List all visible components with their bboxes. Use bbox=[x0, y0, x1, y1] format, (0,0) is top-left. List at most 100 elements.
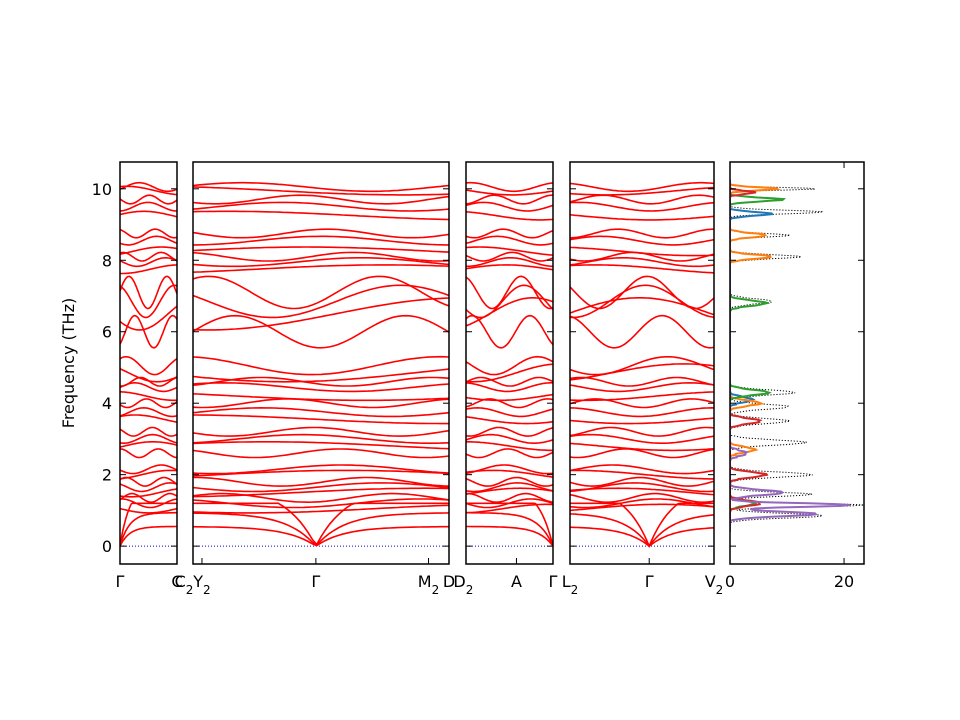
high-symmetry-label: Γ bbox=[549, 572, 558, 591]
band-line bbox=[570, 214, 714, 221]
acoustic-branch bbox=[466, 502, 553, 547]
band-line bbox=[466, 503, 553, 514]
band-line bbox=[120, 448, 177, 459]
band-line bbox=[570, 194, 714, 205]
band-line bbox=[193, 482, 449, 493]
band-line bbox=[466, 376, 553, 387]
band-line bbox=[193, 398, 449, 409]
y-tick-label: 0 bbox=[102, 537, 112, 556]
band-line bbox=[570, 464, 714, 475]
band-line bbox=[120, 507, 177, 514]
band-line bbox=[570, 284, 714, 319]
band-line bbox=[466, 246, 553, 256]
acoustic-branch bbox=[570, 513, 714, 548]
band-line bbox=[120, 433, 177, 444]
band-line bbox=[193, 476, 449, 487]
band-line bbox=[466, 355, 553, 376]
band-line bbox=[120, 469, 177, 480]
acoustic-branch bbox=[193, 512, 449, 547]
high-symmetry-label: D bbox=[443, 572, 455, 591]
band-line bbox=[466, 181, 553, 193]
acoustic-branch bbox=[570, 526, 714, 548]
band-line bbox=[193, 414, 449, 425]
band-line bbox=[570, 264, 714, 274]
band-line bbox=[570, 356, 714, 376]
band-line bbox=[466, 464, 553, 475]
band-line bbox=[120, 305, 177, 331]
band-line bbox=[466, 211, 553, 221]
band-line bbox=[120, 441, 177, 448]
dos-projected-curve bbox=[730, 179, 769, 532]
band-line bbox=[570, 406, 714, 418]
band-line bbox=[570, 228, 714, 239]
band-line bbox=[466, 416, 553, 425]
band-line bbox=[193, 355, 449, 376]
band-line bbox=[466, 426, 553, 437]
band-line bbox=[193, 504, 449, 514]
band-line bbox=[570, 201, 714, 212]
band-line bbox=[193, 492, 449, 504]
band-line bbox=[466, 476, 553, 487]
band-line bbox=[193, 498, 449, 509]
y-tick-label: 6 bbox=[102, 323, 112, 342]
high-symmetry-label: A bbox=[511, 572, 522, 591]
band-line bbox=[120, 476, 177, 487]
y-tick-label: 10 bbox=[92, 180, 112, 199]
panel-frame bbox=[569, 161, 715, 565]
band-line bbox=[193, 251, 449, 262]
band-line bbox=[570, 476, 714, 487]
panel-frame bbox=[192, 161, 450, 565]
band-line bbox=[466, 492, 553, 504]
band-panel-2: C2 Y2 Γ M2 D bbox=[175, 161, 455, 597]
band-line bbox=[570, 246, 714, 257]
band-line bbox=[193, 441, 449, 450]
band-line bbox=[120, 210, 177, 218]
band-line bbox=[570, 363, 714, 381]
band-line bbox=[193, 181, 449, 193]
band-curves-3 bbox=[466, 181, 553, 547]
band-line bbox=[193, 257, 449, 268]
high-symmetry-label: Γ bbox=[645, 572, 654, 591]
band-line bbox=[466, 264, 553, 271]
band-line bbox=[193, 406, 449, 418]
band-line bbox=[466, 194, 553, 205]
band-line bbox=[466, 498, 553, 509]
band-line bbox=[466, 201, 553, 212]
high-symmetry-label: C bbox=[171, 572, 182, 591]
band-line bbox=[120, 246, 177, 255]
band-line bbox=[466, 189, 553, 196]
band-line bbox=[570, 482, 714, 493]
band-line bbox=[120, 406, 177, 418]
band-line bbox=[193, 186, 449, 196]
band-line bbox=[120, 414, 177, 423]
band-line bbox=[120, 492, 177, 503]
band-line bbox=[466, 433, 553, 444]
band-line bbox=[120, 498, 177, 509]
band-line bbox=[570, 498, 714, 509]
band-line bbox=[570, 275, 714, 310]
band-line bbox=[120, 464, 177, 475]
band-line bbox=[120, 314, 177, 349]
band-line bbox=[193, 284, 449, 319]
acoustic-branch bbox=[570, 502, 714, 549]
band-line bbox=[570, 426, 714, 437]
band-line bbox=[120, 185, 177, 196]
band-line bbox=[193, 210, 449, 221]
panel-frame bbox=[465, 161, 554, 565]
high-symmetry-label: L2 bbox=[562, 572, 579, 597]
band-curves-4 bbox=[570, 181, 714, 549]
dos-curves bbox=[730, 179, 864, 532]
band-line bbox=[466, 487, 553, 495]
band-line bbox=[120, 264, 177, 275]
band-line bbox=[120, 181, 177, 193]
band-line bbox=[193, 314, 449, 349]
band-line bbox=[193, 275, 449, 310]
band-line bbox=[120, 275, 177, 310]
band-panel-4: L2 Γ V2 bbox=[562, 161, 723, 597]
band-line bbox=[120, 235, 177, 246]
band-line bbox=[193, 393, 449, 402]
band-line bbox=[570, 186, 714, 196]
band-line bbox=[120, 284, 177, 319]
